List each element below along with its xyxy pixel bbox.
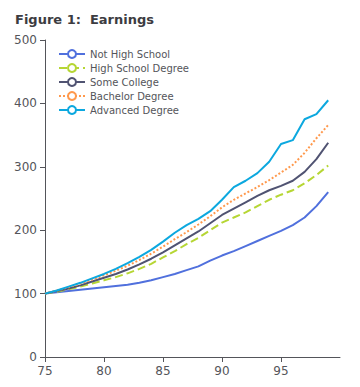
- svg-text:0: 0: [29, 350, 37, 364]
- svg-text:75: 75: [37, 364, 52, 378]
- svg-text:80: 80: [96, 364, 111, 378]
- svg-text:90: 90: [214, 364, 229, 378]
- svg-text:Advanced Degree: Advanced Degree: [90, 105, 179, 116]
- svg-text:200: 200: [14, 223, 37, 237]
- svg-text:Some College: Some College: [90, 77, 159, 88]
- svg-text:300: 300: [14, 160, 37, 174]
- svg-text:High School Degree: High School Degree: [90, 63, 189, 74]
- svg-text:100: 100: [14, 287, 37, 301]
- svg-text:400: 400: [14, 96, 37, 110]
- svg-text:Bachelor Degree: Bachelor Degree: [90, 91, 174, 102]
- svg-text:Not High School: Not High School: [90, 49, 170, 60]
- svg-text:85: 85: [155, 364, 170, 378]
- svg-text:Figure 1: Earnings: Figure 1: Earnings: [15, 12, 154, 27]
- svg-text:95: 95: [273, 364, 288, 378]
- svg-text:500: 500: [14, 33, 37, 47]
